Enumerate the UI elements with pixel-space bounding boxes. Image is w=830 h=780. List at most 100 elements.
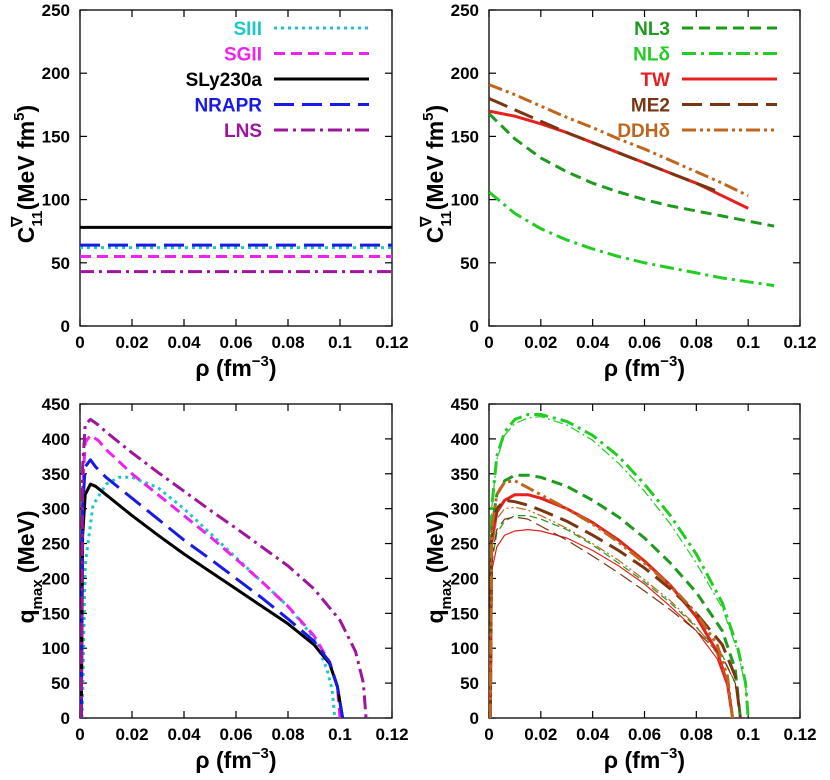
x-tick-label: 0.02 (524, 725, 557, 744)
x-axis-label-main: ρ (fm (195, 747, 251, 773)
y-axis-label-main: q (13, 609, 39, 623)
series-line-sly230a (80, 482, 345, 718)
x-axis-label-power: −3 (252, 353, 269, 370)
y-axis-label-sub: max (29, 579, 46, 610)
y-axis-label-sub: max (438, 579, 455, 610)
y-tick-label: 400 (451, 430, 479, 449)
x-tick-label: 0.12 (375, 333, 408, 352)
series-line-lns (80, 417, 368, 718)
legend-label: NLδ (633, 45, 670, 66)
y-tick-label: 300 (451, 500, 479, 519)
series-line-me2 (489, 498, 742, 718)
y-axis-label: qmax (MeV) (422, 510, 455, 623)
x-axis-label: ρ (fm−3) (604, 745, 685, 773)
y-axis-label-units: (MeV fm (422, 121, 448, 217)
x-tick-label: 0.08 (680, 333, 713, 352)
panel-top-left: 0 0.02 0.04 0.06 0.08 0.1 0.12 0 50 100 150 200 250 ρ… (9, 1, 409, 381)
y-tick-label: 0 (470, 709, 479, 728)
series-line-siii (80, 475, 337, 718)
legend-label: ME2 (631, 96, 670, 117)
legend-label: SGII (224, 45, 262, 66)
x-axis-label: ρ (fm−3) (604, 353, 685, 381)
y-tick-label: 50 (460, 254, 479, 273)
x-axis-label-power: −3 (252, 745, 269, 762)
x-tick-label: 0.04 (167, 333, 201, 352)
series-line-nrapr (80, 458, 345, 718)
x-tick-label: 0.1 (328, 333, 352, 352)
y-tick-label: 400 (42, 430, 70, 449)
legend: NL3 NLδ TW ME2 DDHδ (617, 19, 777, 142)
y-tick-label: 100 (451, 191, 479, 210)
x-axis-label-main: ρ (fm (195, 355, 251, 381)
y-tick-label: 0 (470, 317, 479, 336)
x-axis-label: ρ (fm−3) (195, 353, 276, 381)
x-tick-label: 0.06 (219, 333, 252, 352)
x-tick-label: 0.02 (115, 725, 148, 744)
y-axis-label-main: q (422, 609, 448, 623)
y-tick-label: 350 (42, 465, 70, 484)
series-line-tw (489, 493, 735, 718)
series-line-tw-thin (489, 528, 734, 718)
y-axis-label-units: (MeV fm (13, 121, 39, 217)
series-line-sgii (80, 433, 342, 718)
y-tick-label: 250 (42, 1, 70, 20)
x-tick-label: 0.06 (628, 725, 661, 744)
x-axis-label-close: ) (269, 747, 277, 773)
y-tick-label: 350 (451, 465, 479, 484)
x-axis-label: ρ (fm−3) (195, 745, 276, 773)
plot-frame (79, 403, 393, 719)
y-axis-label-sup: ∇ (9, 216, 26, 228)
x-tick-label: 0 (484, 725, 493, 744)
series-line-nl3 (489, 112, 775, 228)
legend-label: SIII (233, 19, 262, 40)
y-tick-label: 100 (42, 191, 70, 210)
y-axis-label-sub: 11 (29, 211, 46, 227)
x-tick-label: 0.12 (783, 725, 816, 744)
x-tick-label: 0.02 (524, 333, 557, 352)
x-tick-label: 0.08 (271, 333, 304, 352)
panel-bottom-left: 0 0.02 0.04 0.06 0.08 0.1 0.12 0 50 100 150 200 250 3… (13, 395, 409, 773)
x-axis-label-power: −3 (660, 745, 677, 762)
y-tick-label: 200 (42, 64, 70, 83)
y-axis-label-power: 5 (11, 112, 28, 120)
x-tick-label: 0.02 (115, 333, 148, 352)
y-axis-label: qmax (MeV) (13, 510, 46, 623)
x-tick-label: 0.08 (271, 725, 304, 744)
series-line-ddh-thin (489, 506, 734, 718)
x-axis-label-close: ) (269, 355, 277, 381)
x-axis-label-main: ρ (fm (604, 355, 660, 381)
y-tick-label: 200 (42, 569, 70, 588)
y-tick-label: 150 (42, 127, 70, 146)
series-line-me2 (489, 97, 723, 195)
legend-label: TW (640, 70, 670, 91)
x-tick-label: 0.06 (219, 725, 252, 744)
y-tick-label: 0 (61, 317, 70, 336)
series-line-nl (489, 190, 775, 288)
y-tick-label: 250 (42, 535, 70, 554)
x-tick-label: 0 (75, 725, 84, 744)
x-tick-label: 0 (75, 333, 84, 352)
x-tick-label: 0.1 (736, 725, 760, 744)
y-axis-label-units: (MeV) (422, 510, 448, 579)
series-line-nl3 (489, 473, 742, 718)
x-tick-label: 0.1 (328, 725, 352, 744)
x-tick-label: 0.12 (783, 333, 816, 352)
panel-bottom-right: 0 0.02 0.04 0.06 0.08 0.1 0.12 0 50 100 150 200 250 3… (422, 395, 817, 773)
x-tick-label: 0.04 (576, 333, 610, 352)
x-tick-label: 0.04 (576, 725, 610, 744)
y-tick-label: 100 (42, 639, 70, 658)
y-axis-label-close: ) (422, 105, 448, 113)
series-line-ddh (489, 479, 735, 718)
series-line-nl (489, 413, 750, 718)
y-axis-label-sup: ∇ (418, 216, 435, 228)
series-line-nl3-thin (489, 514, 741, 718)
series-line-me2-thin (489, 516, 741, 718)
y-tick-label: 50 (460, 674, 479, 693)
legend: SIII SGII SLy230a NRAPR LNS (186, 19, 369, 142)
legend-label: DDHδ (617, 121, 670, 142)
y-tick-label: 250 (451, 1, 479, 20)
y-axis-label-close: ) (13, 105, 39, 113)
y-tick-label: 200 (451, 569, 479, 588)
y-axis-label-power: 5 (420, 112, 437, 120)
